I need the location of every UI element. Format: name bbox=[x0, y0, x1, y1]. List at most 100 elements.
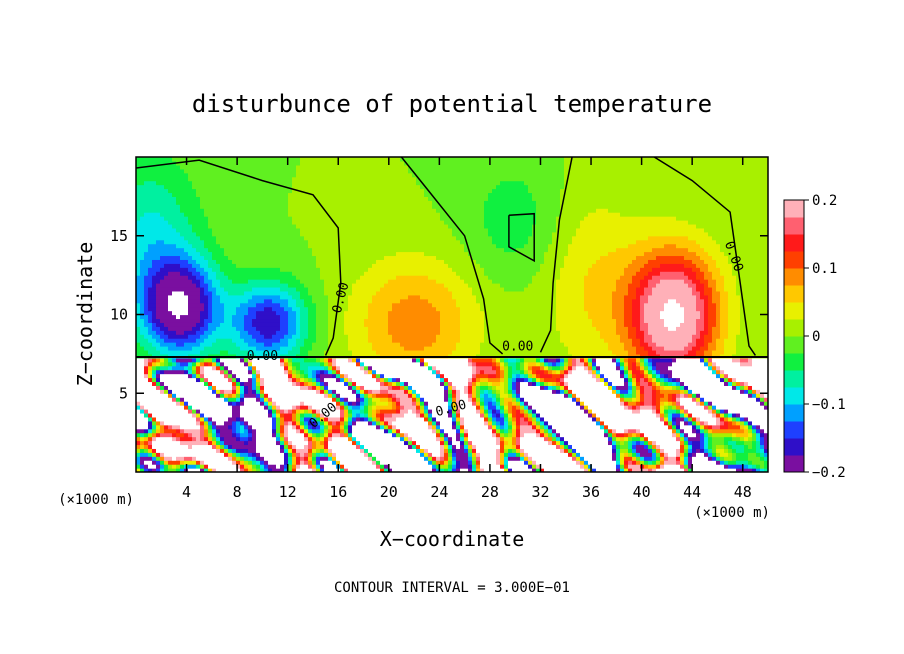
heatmap-cell bbox=[208, 334, 213, 339]
heatmap-cell bbox=[156, 318, 161, 323]
heatmap-cell bbox=[148, 247, 153, 253]
heatmap-cell bbox=[200, 326, 205, 331]
heatmap-cell bbox=[208, 251, 213, 257]
heatmap-cell bbox=[240, 164, 245, 170]
heatmap-cell bbox=[328, 428, 333, 434]
heatmap-cell bbox=[360, 235, 365, 241]
heatmap-cell bbox=[348, 286, 353, 292]
heatmap-cell bbox=[324, 330, 329, 335]
heatmap-cell bbox=[256, 157, 261, 162]
heatmap-cell bbox=[352, 373, 357, 379]
heatmap-cell bbox=[148, 357, 153, 363]
heatmap-cell bbox=[364, 444, 369, 449]
heatmap-cell bbox=[204, 389, 209, 394]
heatmap-cell bbox=[344, 157, 349, 162]
heatmap-cell bbox=[228, 223, 233, 229]
heatmap-cell bbox=[172, 247, 177, 253]
heatmap-cell bbox=[256, 196, 261, 201]
heatmap-cell bbox=[272, 322, 277, 327]
heatmap-cell bbox=[184, 424, 189, 430]
heatmap-cell bbox=[216, 298, 221, 304]
heatmap-cell bbox=[244, 259, 249, 264]
heatmap-cell bbox=[316, 306, 321, 312]
heatmap-cell bbox=[360, 290, 365, 296]
heatmap-cell bbox=[360, 247, 365, 253]
heatmap-cell bbox=[220, 286, 225, 292]
heatmap-cell bbox=[292, 247, 297, 253]
heatmap-cell bbox=[372, 196, 377, 201]
heatmap-cell bbox=[168, 283, 173, 288]
heatmap-cell bbox=[328, 188, 333, 194]
heatmap-cell bbox=[384, 326, 389, 331]
heatmap-cell bbox=[144, 346, 149, 351]
heatmap-cell bbox=[208, 322, 213, 327]
heatmap-cell bbox=[180, 460, 185, 465]
heatmap-cell bbox=[144, 357, 149, 363]
heatmap-cell bbox=[348, 349, 353, 355]
heatmap-cell bbox=[324, 302, 329, 308]
heatmap-cell bbox=[320, 200, 325, 205]
heatmap-cell bbox=[280, 342, 285, 347]
heatmap-cell bbox=[308, 239, 313, 245]
heatmap-cell bbox=[296, 192, 301, 197]
heatmap-cell bbox=[260, 432, 265, 438]
heatmap-cell bbox=[280, 231, 285, 237]
heatmap-cell bbox=[336, 424, 341, 430]
heatmap-cell bbox=[328, 200, 333, 205]
heatmap-cell bbox=[296, 172, 301, 178]
heatmap-cell bbox=[372, 188, 377, 194]
heatmap-cell bbox=[372, 227, 377, 233]
heatmap-cell bbox=[136, 318, 141, 323]
heatmap-cell bbox=[160, 243, 165, 249]
heatmap-cell bbox=[140, 243, 145, 249]
heatmap-cell bbox=[196, 275, 201, 280]
heatmap-cell bbox=[208, 420, 213, 426]
heatmap-cell bbox=[156, 460, 161, 465]
heatmap-cell bbox=[212, 168, 217, 174]
heatmap-cell bbox=[376, 259, 381, 264]
heatmap-cell bbox=[168, 342, 173, 347]
heatmap-cell bbox=[340, 460, 345, 465]
heatmap-cell bbox=[160, 180, 165, 186]
heatmap-cell bbox=[380, 227, 385, 233]
heatmap-cell bbox=[368, 373, 373, 379]
heatmap-cell bbox=[176, 290, 181, 296]
heatmap-cell bbox=[140, 436, 145, 442]
heatmap-cell bbox=[376, 271, 381, 276]
heatmap-cell bbox=[372, 357, 377, 363]
heatmap-cell bbox=[184, 220, 189, 225]
heatmap-cell bbox=[312, 255, 317, 260]
heatmap-cell bbox=[264, 346, 269, 351]
heatmap-cell bbox=[316, 440, 321, 446]
heatmap-cell bbox=[172, 393, 177, 398]
heatmap-cell bbox=[180, 243, 185, 249]
heatmap-cell bbox=[260, 283, 265, 288]
heatmap-cell bbox=[200, 192, 205, 197]
heatmap-cell bbox=[144, 294, 149, 300]
heatmap-cell bbox=[208, 298, 213, 304]
heatmap-cell bbox=[312, 235, 317, 241]
heatmap-cell bbox=[324, 208, 329, 213]
heatmap-cell bbox=[196, 286, 201, 292]
heatmap-cell bbox=[216, 361, 221, 367]
heatmap-cell bbox=[196, 412, 201, 418]
heatmap-cell bbox=[372, 172, 377, 178]
heatmap-cell bbox=[368, 342, 373, 347]
heatmap-cell bbox=[160, 290, 165, 296]
heatmap-cell bbox=[156, 389, 161, 394]
heatmap-cell bbox=[296, 326, 301, 331]
heatmap-cell bbox=[300, 231, 305, 237]
heatmap-cell bbox=[376, 216, 381, 221]
heatmap-cell bbox=[332, 188, 337, 194]
heatmap-cell bbox=[320, 255, 325, 260]
heatmap-cell bbox=[244, 279, 249, 284]
heatmap-cell bbox=[212, 212, 217, 217]
heatmap-cell bbox=[164, 381, 169, 386]
heatmap-cell bbox=[324, 334, 329, 339]
heatmap-cell bbox=[320, 432, 325, 438]
heatmap-cell bbox=[280, 322, 285, 327]
heatmap-cell bbox=[220, 432, 225, 438]
heatmap-cell bbox=[348, 263, 353, 268]
heatmap-cell bbox=[316, 326, 321, 331]
heatmap-cell bbox=[216, 432, 221, 438]
